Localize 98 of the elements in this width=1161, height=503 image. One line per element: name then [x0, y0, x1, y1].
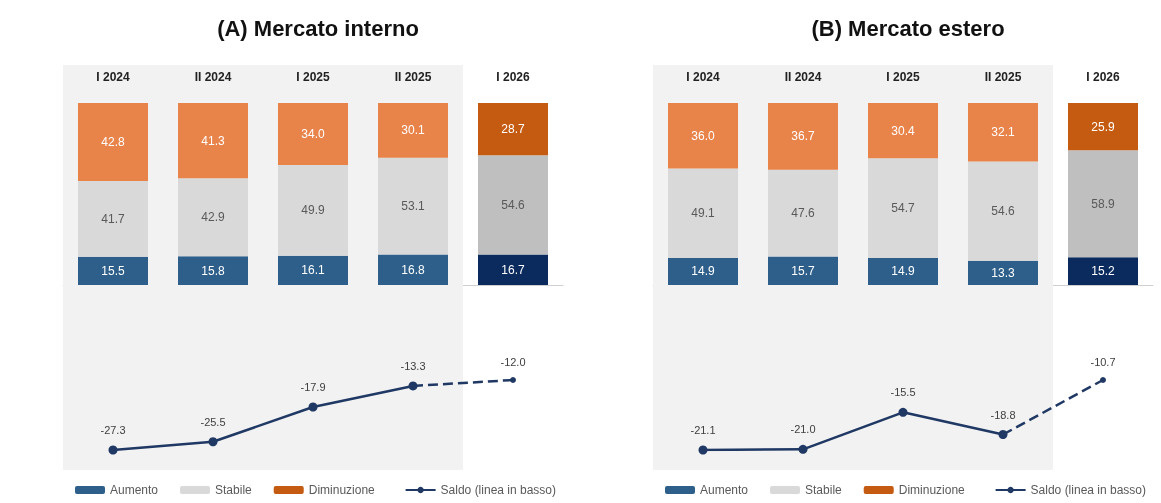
data-label: -21.0 — [790, 423, 816, 436]
bar — [278, 164, 348, 256]
bar — [478, 103, 548, 156]
bar — [768, 103, 838, 170]
data-label: 16.7 — [501, 262, 525, 277]
bar — [768, 256, 838, 285]
bar — [1068, 257, 1138, 285]
bar — [78, 103, 148, 181]
bar — [178, 256, 248, 285]
data-label: -21.1 — [690, 424, 716, 436]
data-label: 28.7 — [501, 122, 525, 137]
data-label: 34.0 — [301, 126, 325, 141]
data-label: 30.4 — [891, 123, 915, 138]
legend-label: Aumento — [700, 483, 749, 497]
legend-label: Diminuzione — [898, 483, 966, 497]
legend-label: Stabile — [215, 483, 253, 497]
x-tick-label: II 2024 — [784, 70, 822, 84]
point — [798, 444, 808, 454]
data-label: 36.0 — [691, 128, 715, 143]
data-label: 54.6 — [991, 204, 1015, 219]
x-tick-label: I 2024 — [96, 70, 130, 84]
data-label: -18.8 — [990, 408, 1016, 421]
data-label: 15.7 — [791, 263, 815, 278]
bar — [78, 180, 148, 257]
data-label: -15.5 — [890, 386, 916, 399]
legend-label: Saldo (linea in basso) — [1030, 483, 1147, 497]
bar — [768, 169, 838, 257]
data-label: 30.1 — [401, 123, 425, 138]
data-label: 42.9 — [201, 210, 225, 225]
point — [208, 437, 218, 447]
data-label: 49.1 — [691, 206, 715, 221]
data-label: -12.0 — [500, 355, 526, 368]
bar — [478, 254, 548, 285]
x-tick-label: II 2025 — [394, 70, 432, 84]
bar — [278, 103, 348, 165]
data-label: 13.3 — [991, 265, 1015, 280]
bar — [1068, 150, 1138, 258]
x-tick-label: I 2026 — [1086, 70, 1120, 84]
data-label: -25.5 — [200, 415, 226, 428]
bar — [668, 257, 738, 285]
bar — [968, 103, 1038, 162]
bar — [178, 178, 248, 257]
data-label: -13.3 — [400, 359, 426, 372]
bar — [78, 256, 148, 285]
data-label: 16.1 — [301, 263, 325, 278]
bar — [1068, 103, 1138, 151]
data-label: -10.7 — [1090, 355, 1116, 368]
data-label: 16.8 — [401, 262, 425, 277]
point — [510, 377, 516, 383]
data-label: -27.3 — [100, 424, 126, 436]
x-tick-label: I 2025 — [296, 70, 330, 84]
bar — [478, 155, 548, 255]
bar — [668, 168, 738, 258]
data-label: 41.7 — [101, 211, 125, 226]
data-label: 54.7 — [891, 201, 915, 216]
bar — [868, 257, 938, 285]
chart-title: (A) Mercato interno — [217, 15, 419, 41]
x-tick-label: I 2025 — [886, 70, 920, 84]
bar — [968, 260, 1038, 285]
bar — [868, 158, 938, 258]
data-label: 47.6 — [791, 206, 815, 221]
legend-label: Aumento — [110, 483, 159, 497]
data-label: 36.7 — [791, 129, 815, 144]
x-tick-label: I 2024 — [686, 70, 720, 84]
legend-label: Stabile — [805, 483, 843, 497]
point — [108, 445, 118, 455]
chart-title: (B) Mercato estero — [811, 15, 1005, 41]
data-label: 41.3 — [201, 133, 225, 148]
point — [1100, 377, 1106, 383]
legend-label: Diminuzione — [308, 483, 376, 497]
data-label: -17.9 — [300, 380, 326, 393]
bar — [668, 103, 738, 169]
data-label: 32.1 — [991, 125, 1015, 140]
data-label: 15.5 — [101, 263, 125, 278]
data-label: 14.9 — [891, 264, 915, 279]
legend-label: Saldo (linea in basso) — [440, 483, 557, 497]
data-label: 49.9 — [301, 203, 325, 218]
data-label: 15.2 — [1091, 264, 1115, 279]
x-tick-label: I 2026 — [496, 70, 530, 84]
x-tick-label: II 2025 — [984, 70, 1022, 84]
bar — [968, 161, 1038, 261]
data-label: 42.8 — [101, 134, 125, 149]
point — [898, 407, 908, 417]
data-label: 25.9 — [1091, 119, 1115, 134]
bar — [278, 255, 348, 285]
bar — [378, 254, 448, 285]
data-label: 58.9 — [1091, 196, 1115, 211]
x-tick-label: II 2024 — [194, 70, 232, 84]
bar — [868, 103, 938, 159]
point — [308, 402, 318, 412]
data-label: 53.1 — [401, 199, 425, 214]
bar — [378, 157, 448, 255]
bar — [378, 103, 448, 158]
bar — [178, 103, 248, 179]
data-label: 15.8 — [201, 263, 225, 278]
point — [698, 445, 708, 455]
data-label: 14.9 — [691, 264, 715, 279]
data-label: 54.6 — [501, 197, 525, 212]
